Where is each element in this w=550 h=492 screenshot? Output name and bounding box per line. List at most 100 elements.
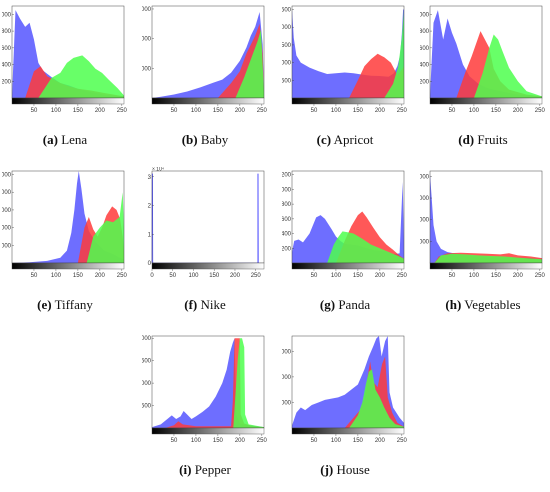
panel-caption: (c) Apricot [275, 132, 415, 148]
histogram-plot-lena: 50 100 150 200 250 200 400 600 800 1000 [2, 5, 127, 114]
panel-title: Lena [61, 132, 88, 147]
panel-caption: (g) Panda [275, 297, 415, 313]
histogram-panel-house: 50 100 150 200 250 1000 2000 3000 (j) House [282, 332, 408, 482]
panel-letter: (d) [458, 132, 475, 147]
x-tick-label: 50 [449, 108, 456, 114]
histogram-plot-pepper: 50 100 150 200 250 500 1000 1500 2000 [142, 335, 267, 444]
intensity-gradient-bar [11, 262, 125, 270]
intensity-gradient-bar [151, 97, 265, 105]
panel-letter: (j) [320, 462, 334, 477]
panel-title: Baby [200, 132, 229, 147]
y-tick-label: 3 [148, 175, 152, 181]
y-tick-label: 800 [420, 29, 430, 35]
x-tick-label: 50 [171, 108, 178, 114]
y-tick-label: 500 [282, 78, 292, 84]
x-tick-label: 200 [375, 108, 386, 114]
panel-caption: (i) Pepper [135, 462, 275, 478]
y-tick-label: 3000 [282, 349, 292, 355]
x-tick-label: 150 [73, 108, 84, 114]
y-tick-label: 2000 [282, 375, 292, 381]
series-green-area [384, 9, 404, 98]
x-tick-label: 50 [311, 108, 318, 114]
series-red-area [349, 53, 404, 98]
x-tick-label: 150 [73, 273, 84, 279]
panel-title: Pepper [194, 462, 231, 477]
x-tick-label: 100 [469, 273, 480, 279]
series-green-area [38, 55, 124, 98]
panel-title: House [336, 462, 370, 477]
x-tick-label: 200 [513, 108, 524, 114]
y-tick-label: 2000 [282, 25, 292, 31]
y-tick-label: 4000 [2, 190, 12, 196]
x-tick-label: 150 [491, 273, 502, 279]
histogram-panel-lena: 50 100 150 200 250 200 400 600 800 1000 (a) Lena [2, 2, 128, 152]
x-tick-label: 250 [397, 273, 408, 279]
y-tick-label: 4000 [420, 218, 430, 224]
y-tick-label: 3000 [142, 7, 152, 13]
y-tick-label: 1000 [282, 187, 292, 193]
series-green-area [86, 192, 124, 263]
intensity-gradient-bar [291, 262, 405, 270]
x-tick-label: 250 [117, 273, 128, 279]
panel-title: Panda [338, 297, 371, 312]
panel-title: Nike [200, 297, 226, 312]
histogram-plot-fruits: 50 100 150 200 250 200 400 600 800 1000 [420, 5, 545, 114]
series-green-area [235, 29, 264, 99]
series-blue-area [292, 9, 404, 98]
y-tick-label: 400 [282, 232, 292, 238]
x-tick-label: 100 [191, 108, 202, 114]
y-tick-label: 800 [282, 202, 292, 208]
x-tick-label: 50 [31, 108, 38, 114]
y-tick-label: 600 [2, 46, 12, 52]
x-tick-label: 50 [169, 273, 176, 279]
x-tick-label: 100 [469, 108, 480, 114]
histogram-panel-nike: 0 50 100 150 200 250 0 1 2 3 × 10⁴ (f) Nike [142, 167, 268, 317]
series-blue-area [430, 10, 542, 98]
panel-letter: (i) [179, 462, 192, 477]
histogram-plot-nike: 0 50 100 150 200 250 0 1 2 3× 10⁴ [148, 167, 265, 279]
x-tick-label: 100 [191, 438, 202, 444]
histogram-panel-pepper: 50 100 150 200 250 500 1000 1500 2000 (i) Pepper [142, 332, 268, 482]
panel-caption: (a) Lena [0, 132, 135, 148]
x-tick-label: 200 [513, 273, 524, 279]
x-tick-label: 150 [491, 108, 502, 114]
y-tick-label: 1000 [2, 12, 12, 18]
intensity-gradient-bar [11, 97, 125, 105]
x-tick-label: 200 [375, 273, 386, 279]
x-tick-label: 150 [213, 438, 224, 444]
x-tick-label: 50 [449, 273, 456, 279]
histogram-panel-panda: 50 100 150 200 250 200 400 600 800 1000 1200 (g) Pa… [282, 167, 408, 317]
intensity-gradient-bar [429, 262, 543, 270]
panel-letter: (h) [445, 297, 462, 312]
x-tick-label: 150 [213, 108, 224, 114]
panel-title: Vegetables [464, 297, 521, 312]
x-tick-label: 100 [188, 273, 199, 279]
y-tick-label: 2000 [420, 239, 430, 245]
y-tick-label: 2 [148, 204, 152, 210]
x-tick-label: 200 [235, 438, 246, 444]
y-tick-label: 6000 [420, 196, 430, 202]
y-tick-label: 1000 [142, 66, 152, 72]
panel-letter: (f) [184, 297, 198, 312]
y-tick-label: 200 [282, 246, 292, 252]
panel-caption: (d) Fruits [413, 132, 550, 148]
series-blue-area [292, 182, 404, 263]
series-red-area [456, 31, 542, 99]
x-tick-label: 250 [397, 438, 408, 444]
histogram-plot-baby: 50 100 150 200 250 1000 2000 3000 [142, 5, 267, 114]
x-tick-label: 50 [311, 273, 318, 279]
x-tick-label: 200 [235, 108, 246, 114]
histogram-plot-panda: 50 100 150 200 250 200 400 600 800 1000 1200 [282, 170, 408, 279]
y-tick-label: 2000 [142, 37, 152, 43]
y-tick-label: 3000 [2, 208, 12, 214]
panel-caption: (h) Vegetables [413, 297, 550, 313]
panel-letter: (e) [37, 297, 52, 312]
y-tick-label: 500 [142, 404, 152, 410]
x-tick-label: 50 [171, 438, 178, 444]
